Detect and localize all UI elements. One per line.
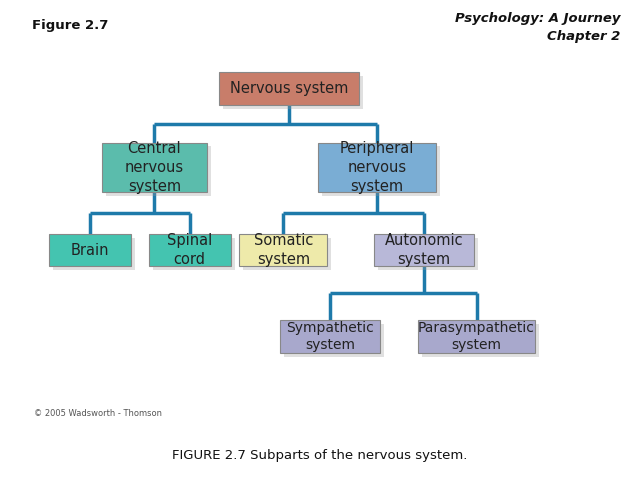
Text: Psychology: A Journey
Chapter 2: Psychology: A Journey Chapter 2 bbox=[455, 12, 621, 43]
FancyBboxPatch shape bbox=[374, 234, 474, 266]
Text: Nervous system: Nervous system bbox=[230, 81, 348, 96]
Text: Autonomic
system: Autonomic system bbox=[385, 233, 463, 267]
Text: Central
nervous
system: Central nervous system bbox=[125, 141, 184, 194]
FancyBboxPatch shape bbox=[239, 234, 327, 266]
Text: Brain: Brain bbox=[71, 242, 109, 258]
Text: Figure 2.7: Figure 2.7 bbox=[32, 19, 108, 32]
FancyBboxPatch shape bbox=[219, 72, 360, 105]
FancyBboxPatch shape bbox=[106, 146, 211, 196]
Text: Parasympathetic
system: Parasympathetic system bbox=[418, 321, 535, 352]
FancyBboxPatch shape bbox=[53, 238, 135, 270]
FancyBboxPatch shape bbox=[153, 238, 235, 270]
FancyBboxPatch shape bbox=[284, 324, 384, 357]
FancyBboxPatch shape bbox=[148, 234, 230, 266]
FancyBboxPatch shape bbox=[223, 76, 364, 109]
FancyBboxPatch shape bbox=[49, 234, 131, 266]
Text: Peripheral
nervous
system: Peripheral nervous system bbox=[340, 141, 414, 194]
FancyBboxPatch shape bbox=[280, 320, 380, 353]
FancyBboxPatch shape bbox=[378, 238, 477, 270]
Text: Sympathetic
system: Sympathetic system bbox=[286, 321, 374, 352]
FancyBboxPatch shape bbox=[319, 143, 436, 192]
FancyBboxPatch shape bbox=[422, 324, 539, 357]
FancyBboxPatch shape bbox=[243, 238, 332, 270]
FancyBboxPatch shape bbox=[102, 143, 207, 192]
FancyBboxPatch shape bbox=[418, 320, 535, 353]
FancyBboxPatch shape bbox=[323, 146, 440, 196]
Text: FIGURE 2.7 Subparts of the nervous system.: FIGURE 2.7 Subparts of the nervous syste… bbox=[172, 448, 468, 462]
Text: © 2005 Wadsworth - Thomson: © 2005 Wadsworth - Thomson bbox=[35, 409, 163, 418]
Text: Spinal
cord: Spinal cord bbox=[167, 233, 212, 267]
Text: Somatic
system: Somatic system bbox=[253, 233, 313, 267]
